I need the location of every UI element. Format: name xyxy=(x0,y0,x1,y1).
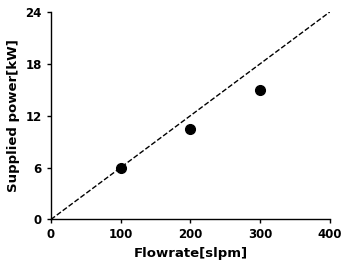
Point xyxy=(187,127,193,131)
X-axis label: Flowrate[slpm]: Flowrate[slpm] xyxy=(133,247,247,260)
Point xyxy=(257,88,263,92)
Point xyxy=(118,166,124,170)
Y-axis label: Supplied power[kW]: Supplied power[kW] xyxy=(7,39,20,192)
